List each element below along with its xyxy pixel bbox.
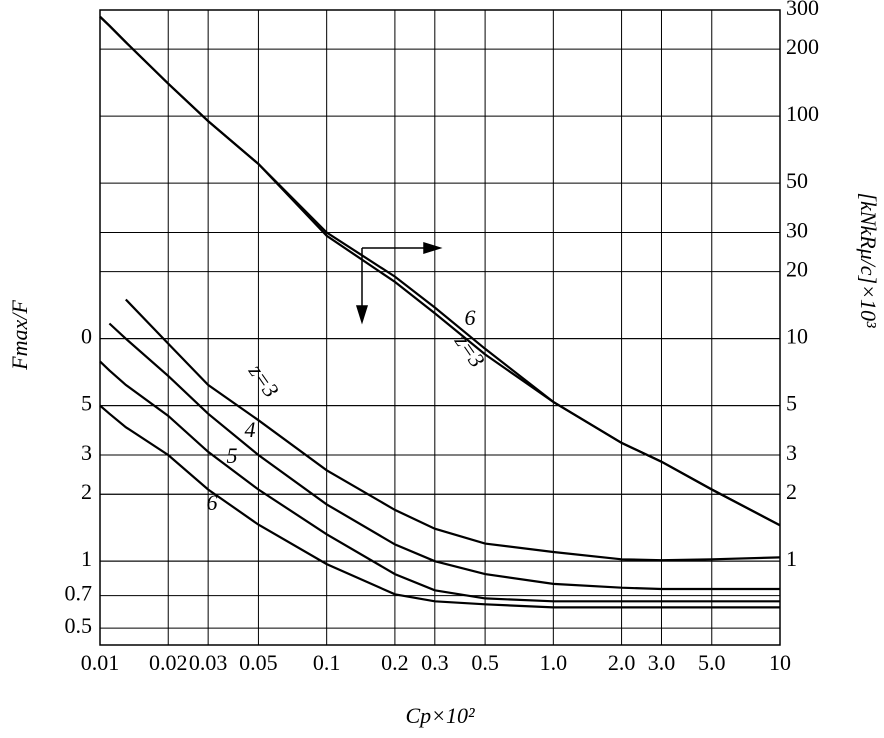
series-label: z=3: [449, 329, 490, 372]
y2-axis-label: [kNkRμ/c]×10³: [856, 192, 881, 328]
x-tick-label: 0.5: [471, 650, 499, 675]
x-axis-label: Cp×10²: [405, 703, 475, 728]
y2-tick-label: 30: [786, 218, 808, 243]
x-tick-label: 3.0: [648, 650, 676, 675]
curve: [99, 15, 781, 527]
y-tick-label: 0.7: [65, 581, 93, 606]
y-tick-label: 3: [81, 440, 92, 465]
y-tick-label: 1: [81, 546, 92, 571]
curve: [99, 15, 781, 527]
y2-tick-label: 1: [786, 546, 797, 571]
y2-tick-label: 300: [786, 0, 819, 20]
y2-tick-label: 20: [786, 257, 808, 282]
x-tick-label: 0.3: [421, 650, 449, 675]
y-axis-label: Fmax/F: [7, 300, 32, 371]
y2-tick-label: 2: [786, 479, 797, 504]
y-tick-label: 5: [81, 391, 92, 416]
series-label: z=3: [243, 359, 284, 402]
series-label: 6: [207, 490, 218, 515]
x-tick-label: 1.0: [540, 650, 568, 675]
x-tick-label: 2.0: [608, 650, 636, 675]
curve: [108, 322, 780, 591]
annotation-arrows: [355, 241, 443, 325]
x-tick-label: 0.01: [81, 650, 120, 675]
x-tick-label: 0.1: [313, 650, 341, 675]
x-tick-label: 0.2: [381, 650, 409, 675]
y2-tick-label: 5: [786, 391, 797, 416]
series-label: 6: [465, 305, 476, 330]
y-tick-label: 0.5: [65, 613, 93, 638]
x-tick-label: 0.05: [239, 650, 278, 675]
x-tick-label: 0.03: [189, 650, 228, 675]
y2-tick-label: 100: [786, 101, 819, 126]
x-tick-label: 0.02: [149, 650, 188, 675]
y2-tick-label: 50: [786, 168, 808, 193]
curve: [99, 404, 780, 609]
series-label: 5: [227, 443, 238, 468]
x-tick-label: 10: [769, 650, 791, 675]
y-tick-label: 2: [81, 479, 92, 504]
x-tick-label: 5.0: [698, 650, 726, 675]
curve: [125, 298, 781, 562]
curve: [99, 360, 780, 603]
y-tick-label: 0: [81, 324, 92, 349]
y2-tick-label: 10: [786, 324, 808, 349]
y2-tick-label: 3: [786, 440, 797, 465]
y2-tick-label: 200: [786, 34, 819, 59]
plot-frame: [99, 9, 781, 646]
series-label: 4: [245, 417, 256, 442]
